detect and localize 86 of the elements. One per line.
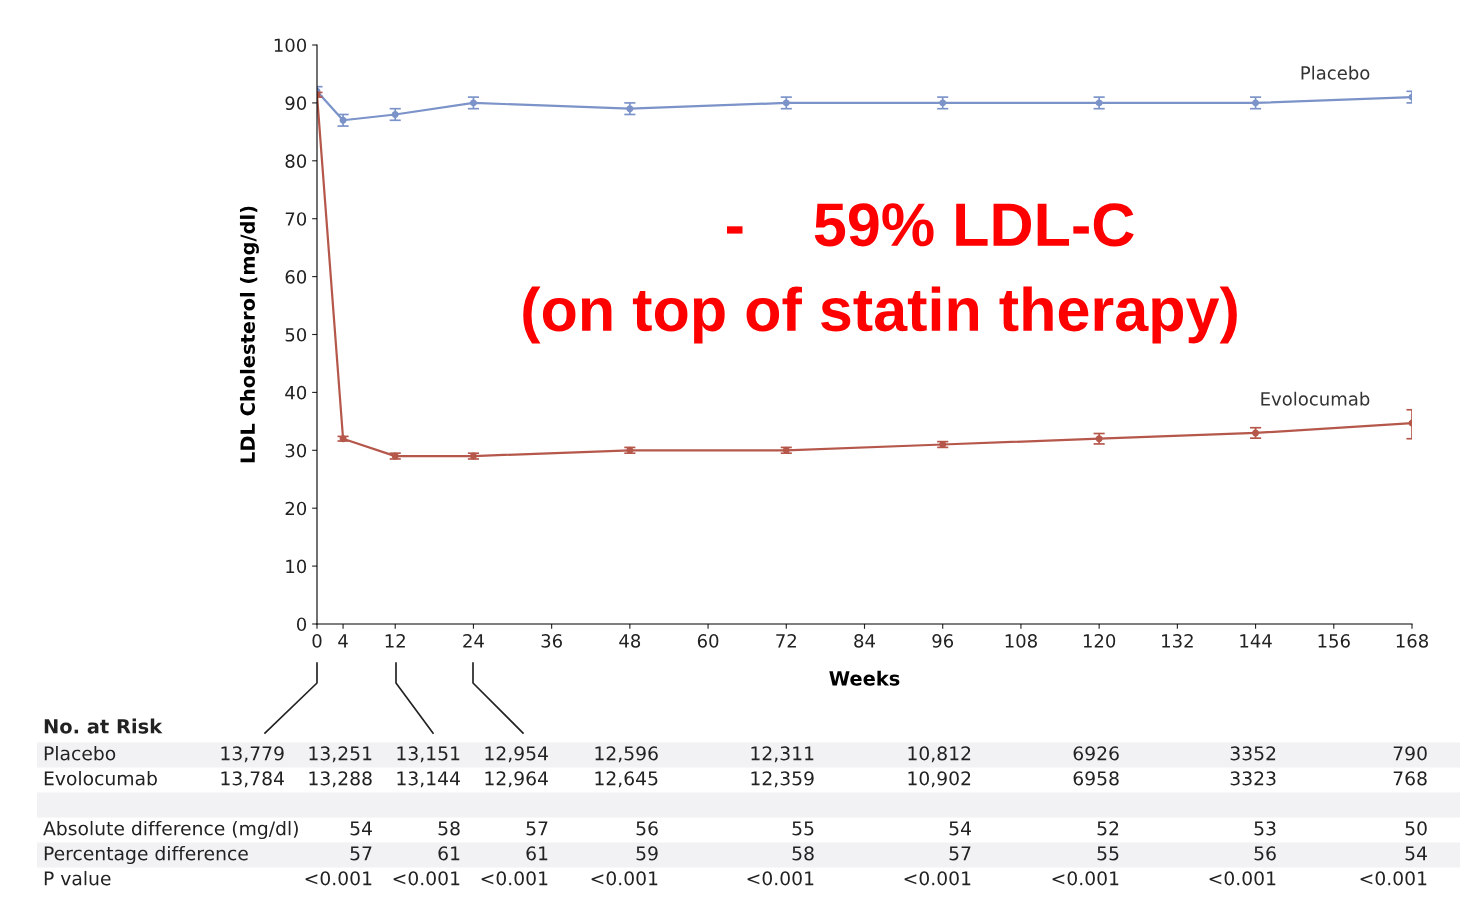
text: 12,359	[751, 771, 814, 788]
text: 12,954	[485, 746, 548, 763]
x-tick-label: 60	[697, 634, 719, 648]
text: 13,784	[221, 771, 284, 788]
text: <0.001	[591, 871, 658, 886]
text: 768	[1393, 771, 1427, 786]
y-tick-label: 0	[296, 617, 307, 632]
x-tick-label: 156	[1318, 634, 1350, 648]
text: 13,779	[221, 746, 284, 763]
text: P value	[44, 870, 111, 886]
text: Placebo	[44, 745, 116, 761]
text: 790	[1393, 746, 1427, 761]
text: 13,251	[309, 746, 372, 763]
y-tick-label: 50	[285, 327, 307, 342]
y-tick-label: 20	[285, 501, 307, 516]
text: <0.001	[904, 871, 971, 886]
annotation: - 59% LDL-C	[726, 203, 1134, 247]
text: 6926	[1073, 746, 1119, 761]
y-tick-label: 70	[285, 212, 307, 226]
text: 54	[1405, 846, 1427, 861]
x-tick-label: 36	[541, 634, 562, 648]
text: 12,311	[751, 746, 814, 763]
y-tick-label: 40	[285, 385, 307, 400]
text: 55	[1097, 846, 1119, 861]
text: 57	[526, 821, 548, 836]
text: 61	[526, 846, 548, 861]
text: 54	[350, 821, 372, 836]
x-tick-label: 12	[385, 634, 405, 648]
annotation: (on top of statin therapy)	[523, 286, 1237, 344]
text: 3323	[1230, 771, 1276, 786]
text: <0.001	[1052, 871, 1119, 886]
text: <0.001	[1209, 871, 1276, 886]
x-axis-title: Weeks	[829, 670, 900, 686]
text: 57	[350, 846, 372, 861]
text: 10,812	[908, 746, 971, 763]
text: <0.001	[747, 871, 814, 886]
text: 54	[949, 821, 971, 836]
text: No. at Risk	[44, 718, 163, 734]
text: 10,902	[908, 771, 971, 788]
text: 3352	[1230, 746, 1276, 761]
x-tick-label: 24	[463, 634, 484, 648]
x-tick-label: 168	[1396, 634, 1428, 648]
x-tick-label: 0	[312, 634, 322, 648]
text: <0.001	[481, 871, 548, 886]
text: Percentage difference	[44, 845, 248, 865]
text: <0.001	[393, 871, 460, 886]
y-tick-label: 90	[285, 96, 307, 111]
text: 13,151	[397, 746, 460, 763]
y-tick-label: 80	[285, 154, 307, 168]
text: 50	[1405, 821, 1427, 836]
y-axis-title: LDL Cholesterol (mg/dl)	[239, 206, 259, 463]
text: 55	[792, 821, 814, 836]
text: 12,596	[595, 746, 658, 763]
x-tick-label: 144	[1240, 634, 1272, 648]
series-label: Evolocumab	[1261, 391, 1370, 406]
x-tick-label: 4	[338, 634, 348, 648]
x-tick-label: 48	[619, 634, 641, 648]
text: 57	[949, 846, 971, 861]
text: 12,645	[595, 771, 658, 788]
text: 13,144	[397, 771, 460, 788]
x-tick-label: 120	[1083, 634, 1116, 648]
text: <0.001	[305, 871, 372, 886]
text: Absolute difference (mg/dl)	[43, 820, 298, 840]
series-label: Placebo	[1301, 65, 1370, 80]
text: 6958	[1073, 771, 1119, 786]
text: 56	[1254, 846, 1276, 861]
x-tick-label: 84	[854, 634, 875, 648]
text: 58	[792, 846, 814, 861]
x-tick-label: 108	[1005, 634, 1037, 648]
text: 59	[636, 846, 658, 861]
text: 53	[1254, 821, 1276, 836]
y-tick-label: 60	[285, 270, 307, 284]
text: 56	[636, 821, 658, 836]
y-tick-label: 10	[286, 559, 307, 574]
x-tick-label: 132	[1162, 634, 1193, 648]
x-tick-label: 72	[776, 634, 796, 648]
text: 52	[1097, 821, 1119, 836]
x-tick-label: 96	[932, 634, 954, 648]
text: 12,964	[485, 771, 548, 788]
y-tick-label: 100	[274, 38, 307, 53]
text: 61	[438, 846, 460, 861]
text: <0.001	[1360, 871, 1427, 886]
text: 13,288	[309, 771, 372, 788]
text: 58	[438, 821, 460, 836]
y-tick-label: 30	[285, 443, 307, 458]
text: Evolocumab	[44, 770, 157, 786]
